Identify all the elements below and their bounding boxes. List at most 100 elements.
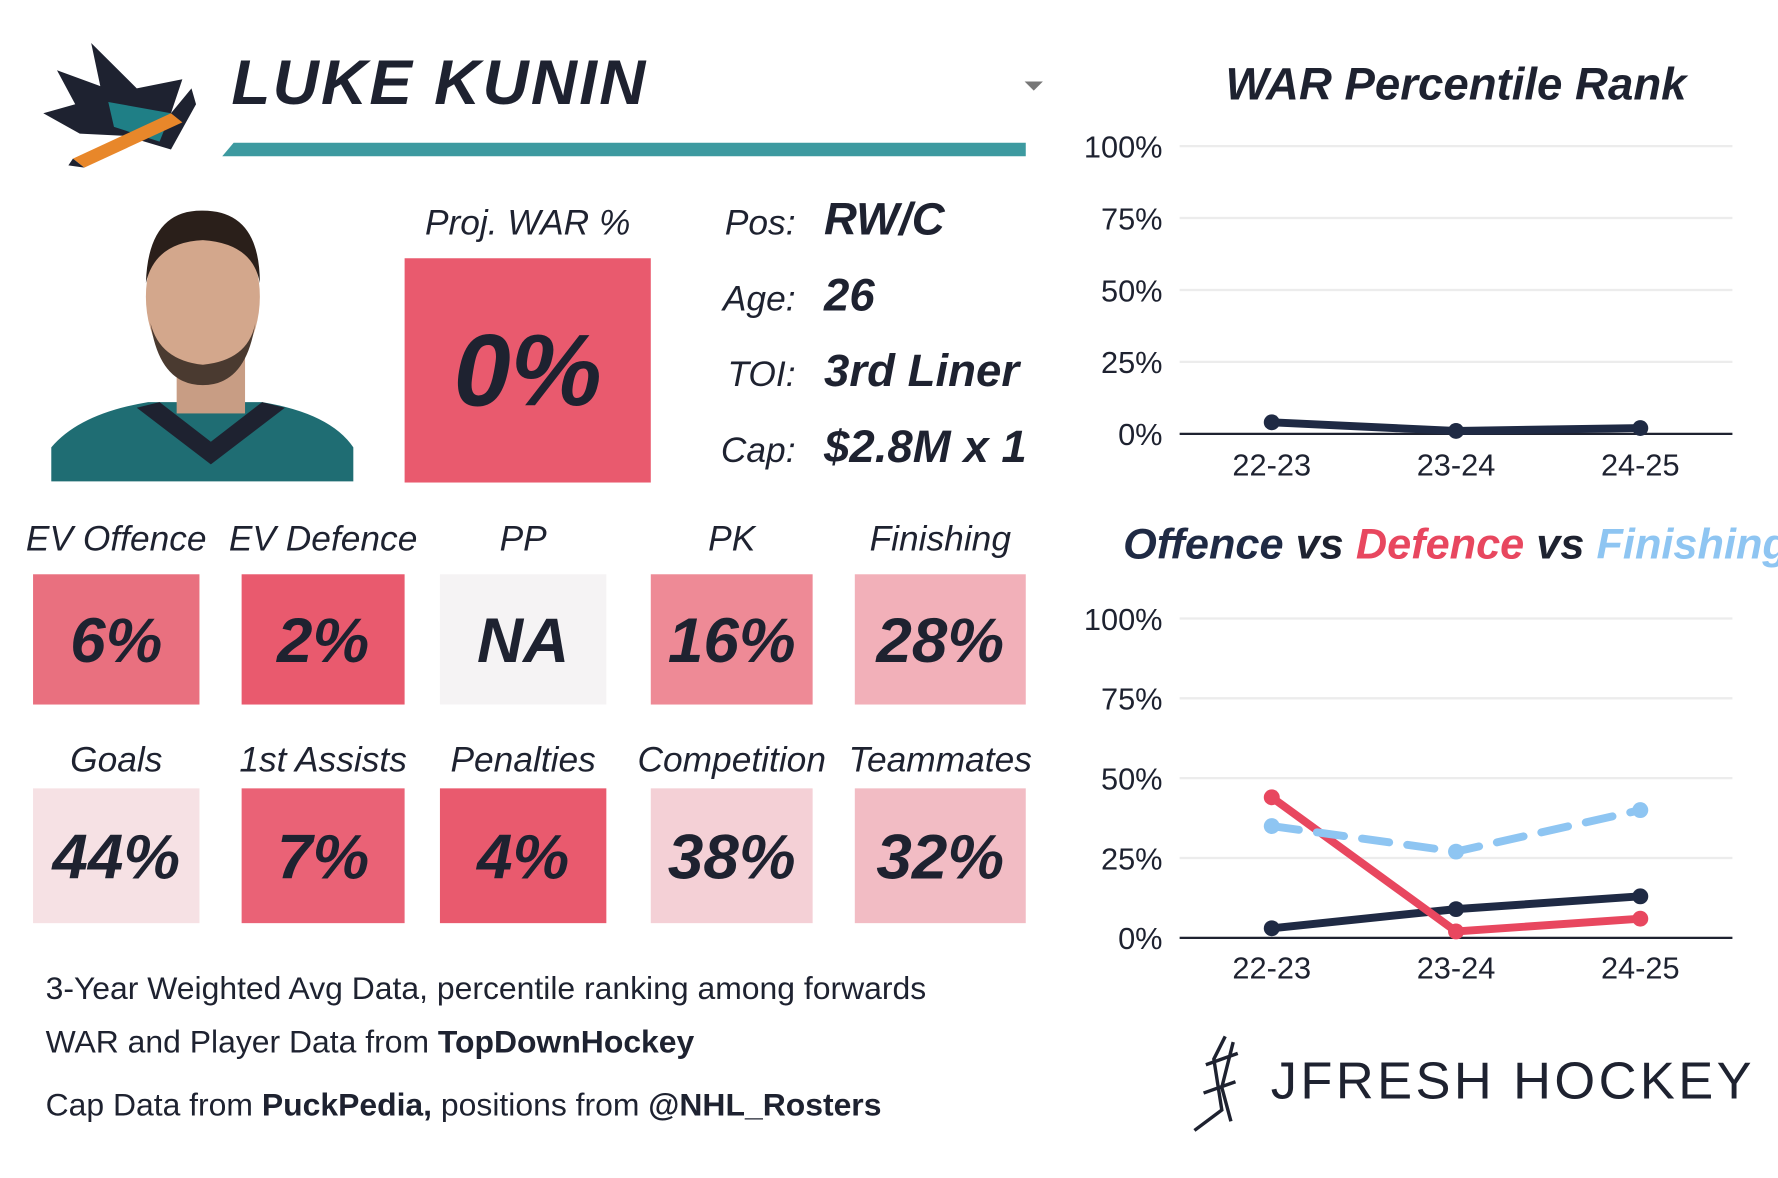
info-label: Pos:: [725, 204, 796, 243]
stat-label: Teammates: [849, 740, 1032, 779]
footer-segment: @NHL_Rosters: [648, 1087, 881, 1123]
stat-label: EV Offence: [26, 520, 207, 559]
projection-tile: [404, 258, 651, 483]
y-tick-label: 25%: [1101, 346, 1163, 380]
stat-tile: [241, 788, 405, 924]
y-tick-label: 50%: [1101, 274, 1163, 308]
y-tick-label: 25%: [1101, 842, 1163, 876]
stat-tile: [854, 574, 1026, 705]
series-point: [1632, 802, 1649, 819]
y-tick-label: 0%: [1118, 418, 1162, 452]
stat-value: 2%: [276, 605, 369, 676]
stat-tile: [650, 788, 813, 924]
projection-value: 0%: [454, 313, 602, 428]
footer-segment: TopDownHockey: [438, 1023, 695, 1059]
series-point: [1448, 923, 1465, 940]
projection-label: Proj. WAR %: [425, 204, 630, 243]
accent-bar: [222, 142, 1026, 157]
y-tick-label: 100%: [1084, 131, 1163, 165]
x-tick-label: 24-25: [1601, 449, 1680, 483]
stat-tile: [33, 788, 200, 924]
stat-label: Penalties: [450, 740, 595, 779]
stat-label: Finishing: [870, 520, 1012, 559]
stat-value: 44%: [50, 822, 180, 893]
stat-label: EV Defence: [229, 520, 418, 559]
title-space: [1584, 521, 1596, 569]
x-tick-label: 23-24: [1417, 952, 1496, 986]
stat-value: 7%: [277, 822, 369, 893]
stat-label: PP: [500, 520, 548, 559]
info-label: Age:: [721, 279, 796, 318]
series-point: [1263, 789, 1280, 806]
series-point: [1448, 423, 1465, 439]
title-series: Finishing: [1596, 521, 1778, 569]
charts: WAR Percentile Rank 0% 25% 50% 75% 100% 22-23 2…: [1084, 59, 1778, 986]
stat-tile: [33, 574, 200, 705]
player-photo: [51, 210, 354, 482]
chart-title: Offence vs Defence vs Finishing: [1123, 521, 1778, 569]
stat-tile: [241, 574, 405, 705]
stat-tile: [854, 788, 1026, 924]
stat-label: 1st Assists: [239, 740, 407, 779]
series-point: [1448, 843, 1465, 860]
stat-label: PK: [708, 520, 757, 559]
stat-value: 28%: [875, 605, 1004, 676]
info-list: Pos: RW/C Age: 26 TOI: 3rd Liner Cap: $2.8M x 1: [721, 194, 1027, 473]
x-tick-label: 23-24: [1417, 449, 1496, 483]
y-tick-label: 75%: [1101, 202, 1163, 236]
series-point: [1632, 420, 1649, 436]
y-tick-label: 75%: [1101, 683, 1163, 717]
info-label: TOI:: [727, 355, 795, 394]
stat-tile: [439, 574, 607, 705]
line-chart: Offence vs Defence vs Finishing 0% 25% 50% 7…: [1084, 521, 1778, 986]
title-joiner: vs: [1296, 521, 1344, 569]
x-tick-label: 24-25: [1601, 952, 1680, 986]
title-space: [1284, 521, 1296, 569]
stat-value: 38%: [668, 822, 796, 893]
title-series: Defence: [1356, 521, 1524, 569]
y-tick-label: 0%: [1118, 922, 1162, 956]
footer-line: WAR and Player Data from TopDownHockey: [46, 1023, 695, 1059]
title-series: Offence: [1123, 521, 1283, 569]
footer-line: Cap Data from PuckPedia, positions from …: [46, 1087, 882, 1123]
info-value: RW/C: [824, 194, 946, 245]
stat-label: Goals: [70, 740, 162, 779]
series-point: [1448, 901, 1465, 918]
info-value: 26: [823, 269, 875, 320]
x-tick-label: 22-23: [1232, 952, 1311, 986]
stat-value: 32%: [876, 822, 1004, 893]
stat-value: NA: [477, 605, 569, 676]
footer-segment: PuckPedia,: [262, 1087, 432, 1123]
y-tick-label: 100%: [1084, 603, 1163, 637]
series-point: [1263, 818, 1280, 835]
footer-segment: positions from: [432, 1087, 648, 1123]
title-joiner: vs: [1536, 521, 1584, 569]
dropdown-arrow[interactable]: [1024, 81, 1043, 91]
line-chart: WAR Percentile Rank 0% 25% 50% 75% 100% 22-23 2…: [1084, 59, 1733, 483]
series-point: [1263, 414, 1280, 431]
stat-tile: [650, 574, 813, 705]
info-label: Cap:: [721, 431, 796, 470]
footer-line: 3-Year Weighted Avg Data, percentile ran…: [46, 970, 927, 1006]
brand-name: JFRESH HOCKEY: [1271, 1053, 1755, 1111]
player-name: LUKE KUNIN: [231, 47, 647, 118]
stat-grid: EV Offence 6% EV Defence 2% PP NA PK 16% Finishi…: [26, 520, 1032, 924]
footer: 3-Year Weighted Avg Data, percentile ran…: [46, 970, 927, 1123]
brand: JFRESH HOCKEY: [1193, 1035, 1755, 1132]
footer-segment: Cap Data from: [46, 1087, 262, 1123]
info-value: 3rd Liner: [824, 345, 1021, 396]
title-space: [1344, 521, 1356, 569]
stat-value: 4%: [475, 822, 569, 893]
stat-value: 16%: [668, 605, 796, 676]
title-space: [1524, 521, 1536, 569]
y-tick-label: 50%: [1101, 763, 1163, 797]
stat-label: Competition: [637, 740, 826, 779]
x-tick-label: 22-23: [1232, 449, 1311, 483]
team-logo: [43, 43, 197, 168]
footer-segment: WAR and Player Data from: [46, 1023, 438, 1059]
chart-title: WAR Percentile Rank: [1226, 59, 1690, 110]
footer-segment: 3-Year Weighted Avg Data, percentile ran…: [46, 970, 927, 1006]
series-point: [1632, 910, 1649, 927]
